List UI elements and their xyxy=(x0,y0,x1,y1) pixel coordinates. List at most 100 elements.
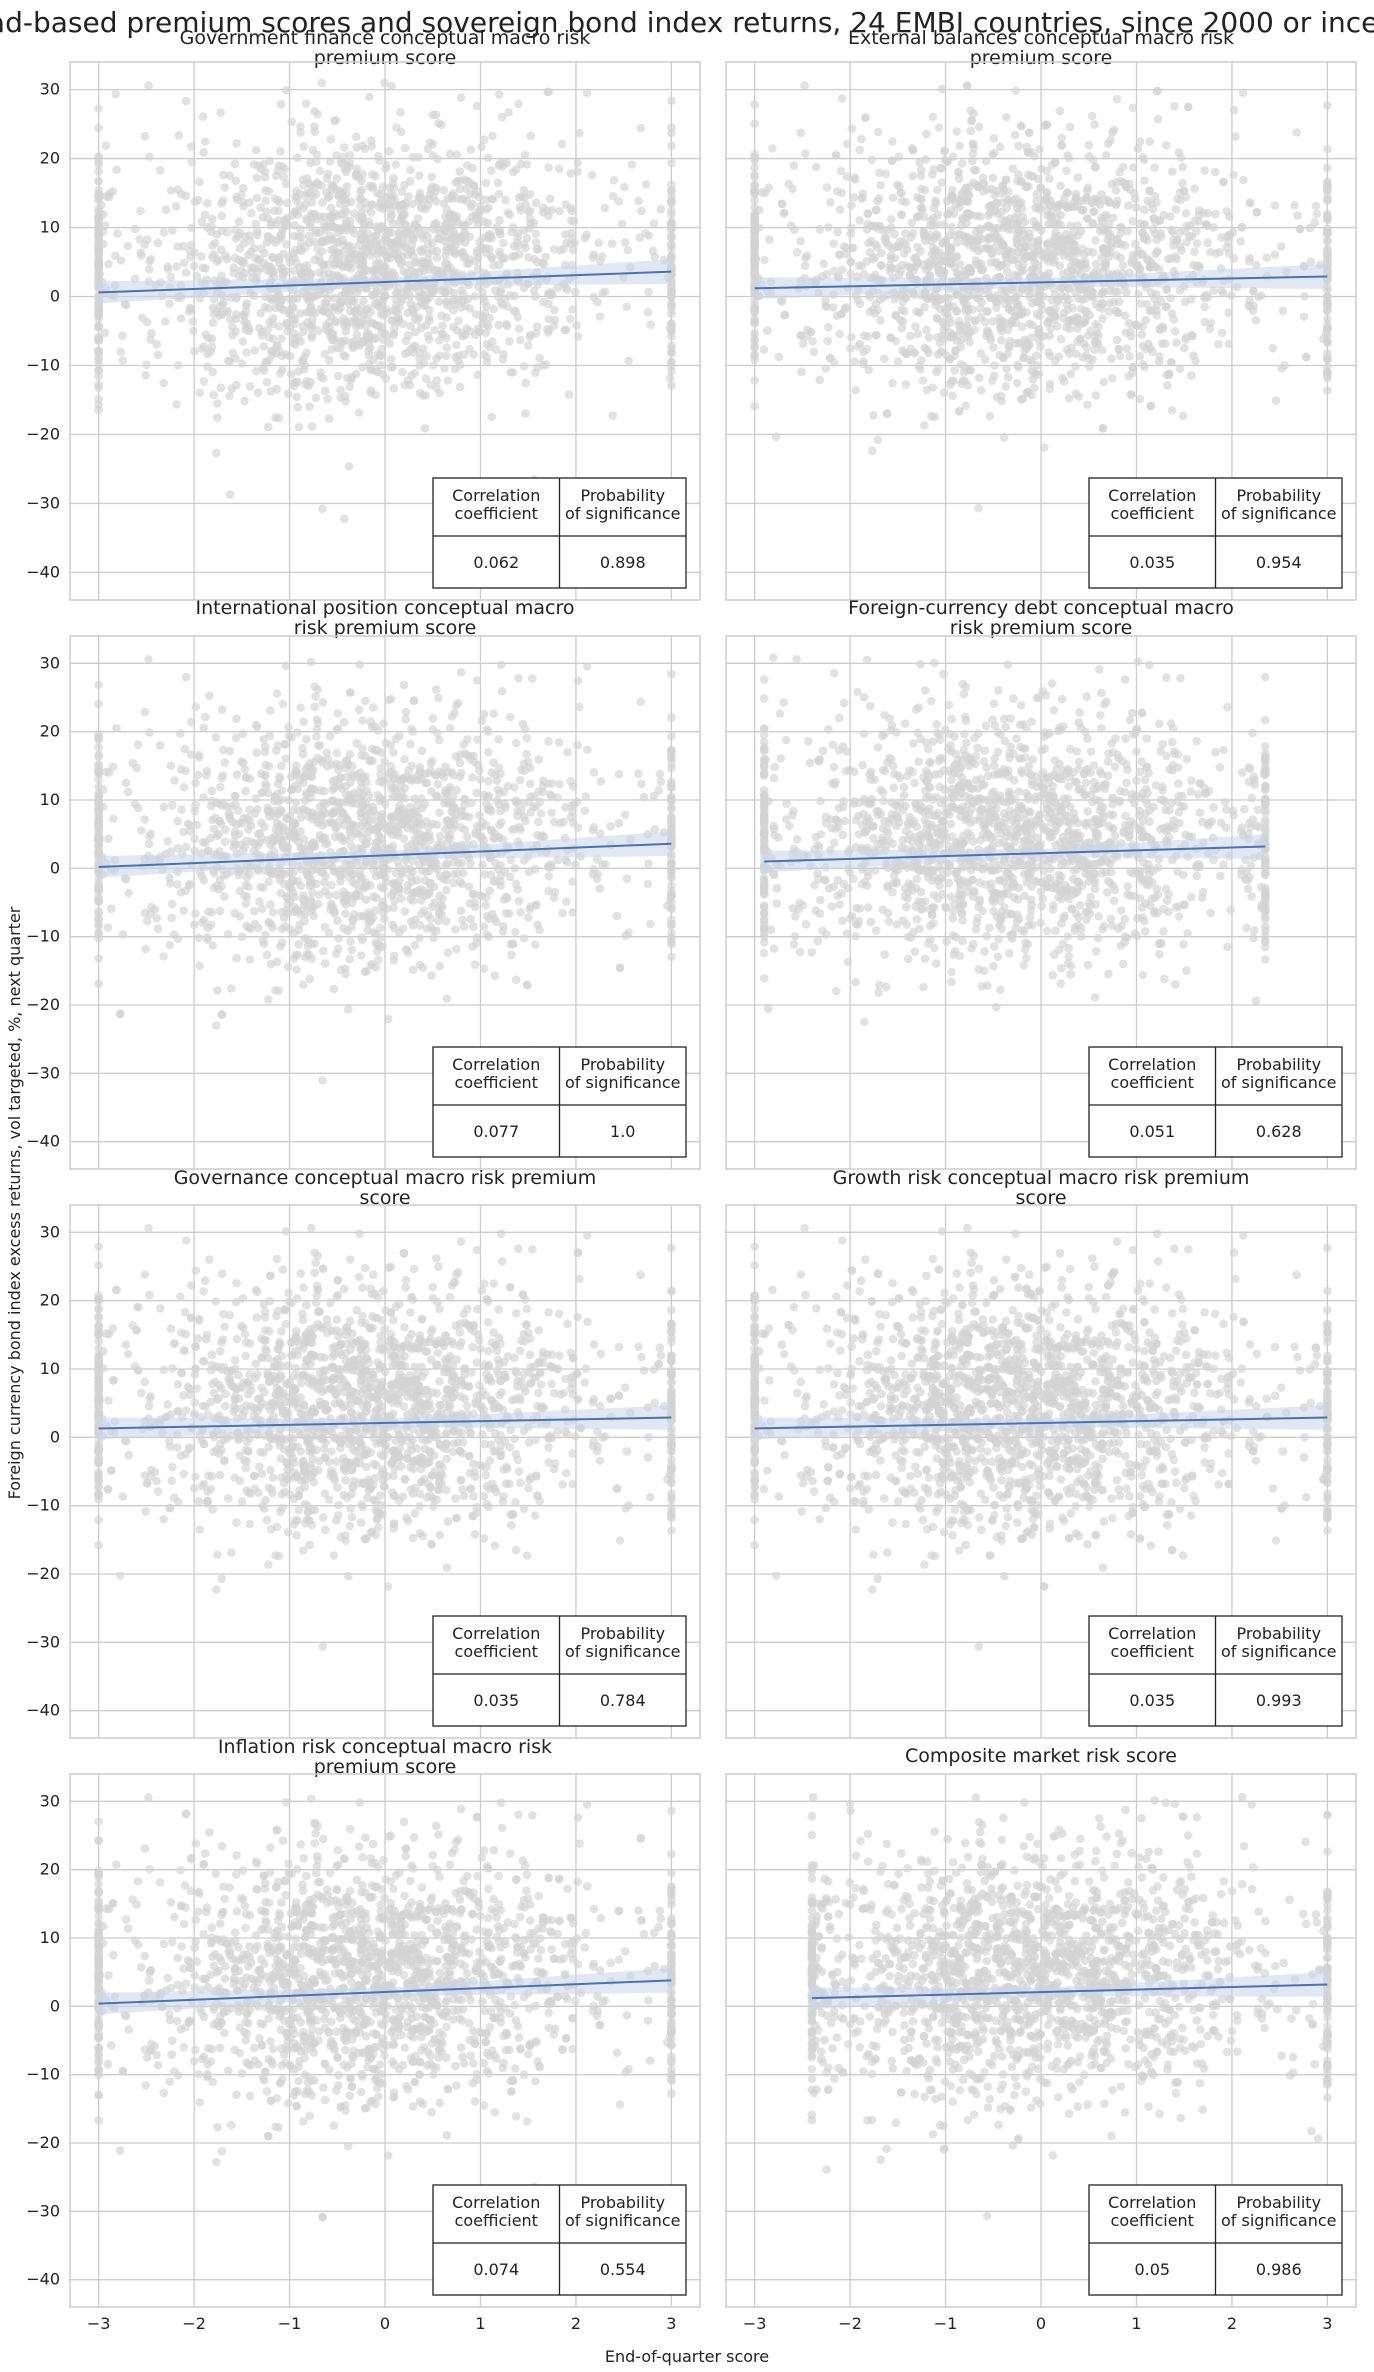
scatter-point xyxy=(323,193,333,203)
scatter-point xyxy=(550,305,559,315)
scatter-point xyxy=(877,248,886,258)
scatter-point xyxy=(1098,314,1107,324)
scatter-point xyxy=(759,345,769,354)
scatter-point xyxy=(366,343,375,353)
scatter-point xyxy=(938,256,947,266)
scatter-point xyxy=(508,252,517,262)
scatter-point xyxy=(130,224,140,234)
scatter-point xyxy=(850,357,860,367)
scatter-point xyxy=(415,933,424,943)
scatter-point xyxy=(499,349,508,359)
scatter-point xyxy=(1075,334,1085,344)
scatter-point xyxy=(954,407,964,416)
scatter-point xyxy=(876,261,886,270)
scatter-point xyxy=(1101,151,1111,160)
scatter-point xyxy=(888,193,898,203)
scatter-point xyxy=(247,208,256,218)
scatter-point xyxy=(1252,208,1262,217)
scatter-point xyxy=(417,230,427,239)
scatter-point xyxy=(1098,287,1108,297)
scatter-point xyxy=(406,321,415,331)
scatter-point xyxy=(1062,300,1072,309)
scatter-point xyxy=(997,391,1006,401)
scatter-point xyxy=(322,174,332,183)
scatter-point xyxy=(1047,212,1056,222)
scatter-point xyxy=(142,317,152,327)
scatter-point xyxy=(452,944,461,954)
scatter-point xyxy=(1099,377,1109,387)
scatter-point xyxy=(1214,339,1223,349)
scatter-point xyxy=(995,142,1005,152)
scatter-point xyxy=(1132,203,1141,212)
scatter-point xyxy=(1137,330,1147,340)
scatter-point xyxy=(1164,254,1173,264)
scatter-point xyxy=(462,259,472,269)
scatter-point xyxy=(190,346,199,356)
scatter-point xyxy=(301,380,310,389)
scatter-point xyxy=(94,176,103,186)
scatter-point xyxy=(952,127,961,136)
scatter-point xyxy=(232,139,241,148)
scatter-point xyxy=(535,925,544,935)
scatter-point xyxy=(656,205,666,214)
scatter-point xyxy=(1013,300,1023,310)
scatter-point xyxy=(103,923,113,932)
scatter-point xyxy=(304,231,314,241)
scatter-point xyxy=(212,448,221,458)
scatter-point xyxy=(876,180,885,190)
scatter-point xyxy=(1001,382,1011,391)
scatter-point xyxy=(750,376,759,385)
scatter-point xyxy=(264,995,273,1004)
significance-value: 0.954 xyxy=(1256,553,1302,572)
scatter-point xyxy=(354,705,364,715)
scatter-point xyxy=(487,234,496,243)
scatter-point xyxy=(220,892,229,901)
scatter-point xyxy=(1172,338,1181,347)
scatter-point xyxy=(1082,193,1091,202)
scatter-point xyxy=(1104,220,1114,229)
scatter-point xyxy=(771,432,781,442)
scatter-point xyxy=(1025,319,1034,329)
scatter-point xyxy=(94,371,103,381)
scatter-point xyxy=(512,165,521,174)
scatter-point xyxy=(1011,86,1020,96)
scatter-point xyxy=(937,84,947,94)
scatter-point xyxy=(985,411,995,421)
scatter-point xyxy=(209,309,219,319)
scatter-point xyxy=(276,100,286,109)
scatter-point xyxy=(462,161,472,170)
scatter-point xyxy=(475,192,484,202)
scatter-point xyxy=(415,361,424,370)
scatter-point xyxy=(481,178,491,188)
scatter-point xyxy=(931,196,940,206)
scatter-point xyxy=(352,330,362,340)
scatter-point xyxy=(751,255,760,264)
scatter-point xyxy=(457,285,467,295)
scatter-point xyxy=(1190,247,1199,256)
scatter-point xyxy=(855,216,864,225)
scatter-point xyxy=(1217,233,1226,242)
scatter-point xyxy=(861,113,870,122)
scatter-point xyxy=(643,879,653,889)
scatter-point xyxy=(339,351,348,360)
scatter-point xyxy=(822,269,832,279)
scatter-point xyxy=(210,238,220,248)
scatter-point xyxy=(1101,210,1111,220)
scatter-point xyxy=(268,350,277,359)
scatter-point xyxy=(281,754,291,763)
scatter-point xyxy=(750,238,759,247)
scatter-point xyxy=(789,161,799,170)
scatter-point xyxy=(356,951,366,960)
scatter-point xyxy=(1323,181,1332,191)
scatter-point xyxy=(275,772,284,781)
scatter-point xyxy=(541,360,551,369)
scatter-point xyxy=(919,227,929,236)
scatter-point xyxy=(918,376,928,385)
scatter-point xyxy=(988,173,998,183)
scatter-point xyxy=(1323,338,1332,347)
scatter-point xyxy=(572,321,581,330)
scatter-point xyxy=(1045,174,1054,183)
scatter-point xyxy=(213,399,222,408)
scatter-point xyxy=(389,173,398,183)
scatter-point xyxy=(1167,225,1176,235)
